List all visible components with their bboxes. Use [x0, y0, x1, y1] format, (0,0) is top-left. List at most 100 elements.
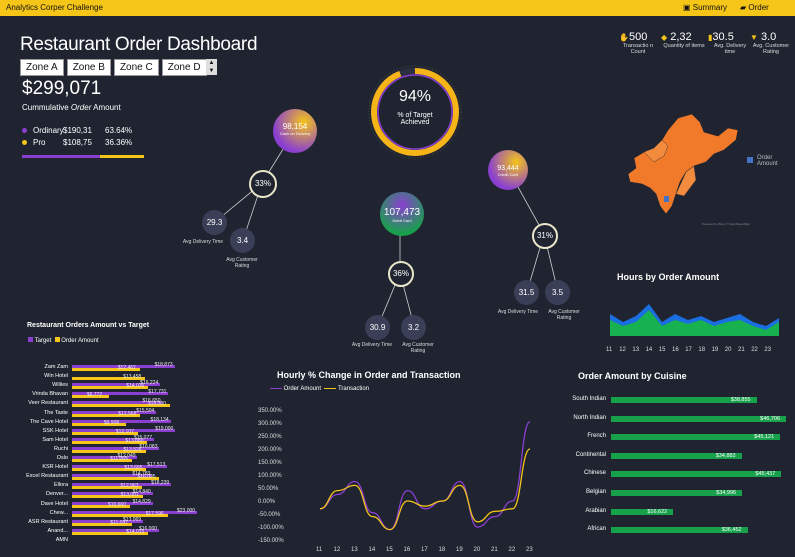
order-bar [72, 431, 138, 435]
restaurant-name: Willies [52, 382, 68, 389]
slicer-scroll[interactable]: ▲ ▼ [206, 59, 217, 75]
credit-value: 93,444 [497, 165, 519, 172]
hours-area-chart [610, 304, 779, 336]
restaurant-name: Vrinda Bhavan [32, 391, 68, 398]
app-title: Analytics Corper Challenge [6, 3, 103, 12]
debit-bubble[interactable]: 107,473 Debit Card [380, 192, 424, 236]
india-map[interactable]: Powered by Bing © OpenStreetMap [620, 110, 750, 230]
seg-amount: $190,31 [63, 126, 92, 135]
zone-d-button[interactable]: Zone D [161, 59, 207, 76]
restaurant-name: SSK Hotel [42, 427, 68, 434]
target-label: $17,513 [147, 462, 166, 469]
chevron-up-icon[interactable]: ▲ [208, 60, 215, 66]
order-bar [72, 395, 109, 399]
pro-dot [22, 140, 27, 145]
zone-b-button[interactable]: Zone B [66, 59, 111, 76]
target-label: $18,239 [151, 480, 170, 487]
seg-pct: 36.36% [105, 138, 133, 147]
restaurant-name: Chew... [49, 509, 68, 516]
cuisine-label: Continental [575, 451, 606, 458]
x-tick: 14 [369, 547, 376, 553]
y-tick: -150.00% [258, 538, 284, 544]
hourly-line-chart: 350.00%300.00%250.00%200.00%150.00%100.0… [258, 408, 533, 553]
target-label: $12,049 [117, 453, 136, 459]
caption-pre: Cummulative [22, 103, 71, 112]
map-legend-swatch [747, 157, 753, 163]
gauge-label: % of Target Achieved [397, 112, 433, 126]
x-tick: 16 [404, 547, 411, 553]
restaurant-name: Oslo [56, 455, 68, 461]
cuisine-value: $45,121 [754, 434, 775, 441]
segment-pro: Pro $108,75 36.36% [22, 138, 132, 147]
legend-transaction-line [324, 387, 337, 389]
caption-em: Order [70, 103, 92, 112]
hours-x-tick: 17 [685, 347, 692, 353]
hours-x-tick: 22 [751, 347, 758, 353]
cod-value: 98,154 [282, 122, 308, 131]
cod-label: Cash on Delivery [279, 131, 311, 136]
summary-label: Summary [692, 3, 728, 12]
y-tick: 250.00% [258, 434, 282, 440]
order-nav[interactable]: ▰ Order [740, 3, 769, 12]
order-label: $6,772 [86, 392, 103, 399]
target-label: $18,873 [154, 362, 173, 368]
kpi-quantity: ◆ 2,32 Quantity of items [661, 31, 707, 49]
cuisine-value: $38,855 [730, 397, 751, 403]
target-label: $23,000 [177, 507, 196, 514]
target-label: $14,840 [132, 489, 151, 496]
target-label: $15,504 [136, 407, 155, 414]
kpi-label: Quantity of items [663, 43, 705, 49]
restaurant-name: Zam Zam [44, 364, 68, 370]
target-label: $17,731 [148, 389, 167, 396]
cuisine-bar [611, 452, 742, 459]
funnel-icon: ▼ [750, 33, 758, 42]
target-label: $19,000 [155, 425, 174, 432]
credit-bubble[interactable]: 93,444 Credit Card [488, 150, 528, 190]
order-label: $17,596 [145, 510, 164, 517]
target-bar [72, 365, 175, 368]
restaurant-name: ASR Restaurant [28, 518, 68, 525]
cumulative-caption: Cummulative Order Amount [22, 103, 121, 112]
zone-c-button[interactable]: Zone C [113, 59, 159, 76]
order-bar [72, 468, 147, 472]
target-bar [72, 410, 157, 414]
target-bar [72, 437, 154, 441]
target-gauge [368, 65, 462, 159]
page-title: Restaurant Order Dashboard [20, 34, 258, 55]
target-bar [72, 383, 161, 387]
series-line [319, 421, 531, 531]
chevron-down-icon[interactable]: ▼ [208, 68, 215, 74]
kpi-value: 3.0 [760, 31, 777, 43]
order-bar [72, 449, 146, 453]
hours-x-tick: 19 [711, 347, 719, 353]
restaurant-name: Denver... [45, 491, 68, 498]
hours-x-tick: 11 [606, 347, 613, 353]
x-tick: 13 [351, 547, 358, 553]
credit-time-label: Avg Delivery Time [497, 309, 539, 315]
summary-nav[interactable]: ▣ Summary [683, 3, 727, 12]
debit-time-label: Avg Delivery Time [351, 342, 393, 348]
cuisine-value: $34,996 [716, 490, 737, 496]
target-bar [72, 474, 153, 478]
target-bar [72, 501, 153, 505]
kpi-value: 2,32 [670, 31, 692, 43]
cuisine-value: $45,437 [755, 471, 776, 478]
order-label: $14,026 [126, 383, 145, 390]
order-label: $16,095 [137, 474, 156, 481]
restaurant-name: KSR Hotel [42, 464, 68, 471]
debit-value: 107,473 [383, 207, 421, 218]
order-label: $18,000 [147, 401, 166, 408]
cod-bubble[interactable]: 98,154 Cash on Delivery [273, 109, 317, 153]
target-label: $14,783 [132, 471, 151, 478]
target-bar [72, 392, 169, 396]
cod-time: 29.3 [202, 210, 227, 235]
map-legend: Order Amount [757, 155, 778, 167]
cuisine-value: $36,452 [721, 527, 742, 534]
credit-rating: 3.5 [545, 280, 570, 305]
target-bar [72, 446, 160, 450]
zone-a-button[interactable]: Zone A [20, 59, 64, 76]
x-tick: 19 [456, 547, 463, 553]
target-label: $16,000 [138, 525, 158, 532]
debit-label: Debit Card [392, 218, 412, 223]
target-bar [72, 510, 197, 514]
